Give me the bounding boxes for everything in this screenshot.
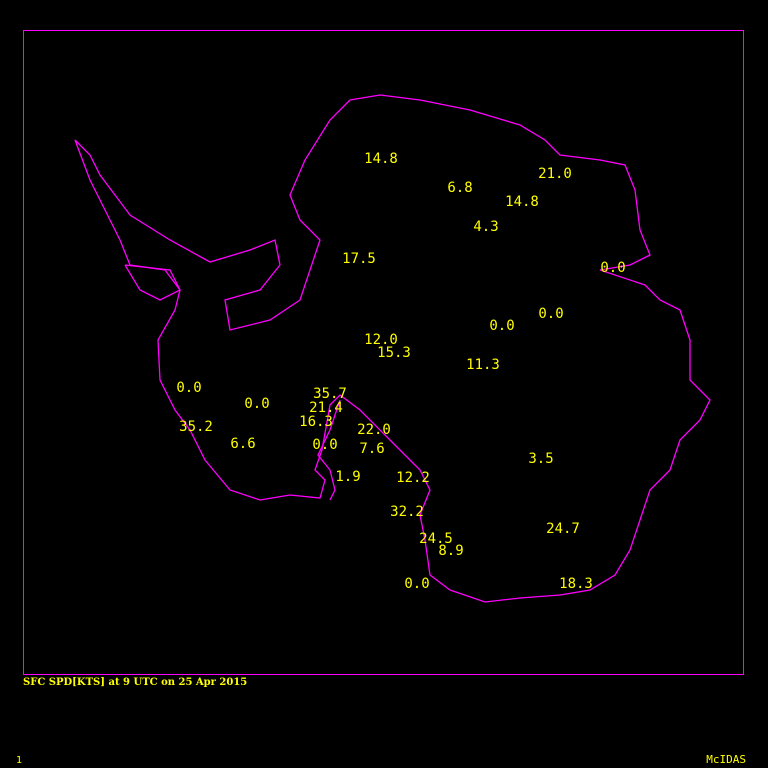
coastline [74, 94, 711, 603]
wind-speed-label: 6.8 [447, 180, 472, 196]
wind-speed-label: 35.7 [313, 386, 347, 402]
wind-speed-label: 21.4 [309, 400, 343, 416]
wind-speed-label: 18.3 [559, 576, 593, 592]
wind-speed-label: 4.3 [473, 219, 498, 235]
wind-speed-label: 0.0 [538, 306, 563, 322]
wind-speed-label: 8.9 [438, 543, 463, 559]
wind-speed-label: 24.5 [419, 531, 453, 547]
wind-speed-label: 0.0 [312, 437, 337, 453]
ross-ice-shelf-outline [317, 399, 341, 501]
frame-number: 1 [16, 755, 23, 766]
wind-speed-label: 11.3 [466, 357, 500, 373]
wind-speed-label: 24.7 [546, 521, 580, 537]
wind-speed-label: 7.6 [359, 441, 384, 457]
wind-speed-label: 0.0 [244, 396, 269, 412]
observation-labels: 14.8 6.8 21.0 14.8 4.3 17.5 0.0 0.0 0.0 12.015.3 1… [176, 151, 625, 592]
wind-speed-label: 15.3 [377, 345, 411, 361]
wind-speed-label: 12.2 [396, 470, 430, 486]
wind-speed-label: 0.0 [489, 318, 514, 334]
map-frame [23, 30, 744, 675]
wind-speed-label: 17.5 [342, 251, 376, 267]
wind-speed-label: 22.0 [357, 422, 391, 438]
wind-speed-label: 14.8 [364, 151, 398, 167]
wind-speed-label: 6.6 [230, 436, 255, 452]
brand-label: McIDAS [706, 753, 746, 766]
wind-speed-label: 0.0 [176, 380, 201, 396]
wind-speed-label: 14.8 [505, 194, 539, 210]
wind-speed-label: 3.5 [528, 451, 553, 467]
map-caption: SFC SPD[KTS] at 9 UTC on 25 Apr 2015 [23, 677, 248, 688]
wind-speed-label: 32.2 [390, 504, 424, 520]
wind-speed-label: 21.0 [538, 166, 572, 182]
peninsula-islands-outline [124, 264, 181, 301]
wind-speed-label: 0.0 [404, 576, 429, 592]
wind-speed-label: 35.2 [179, 419, 213, 435]
wind-speed-label: 16.3 [299, 414, 333, 430]
wind-speed-label: 12.0 [364, 332, 398, 348]
wind-speed-label: 1.9 [335, 469, 360, 485]
wind-speed-label: 0.0 [600, 260, 625, 276]
